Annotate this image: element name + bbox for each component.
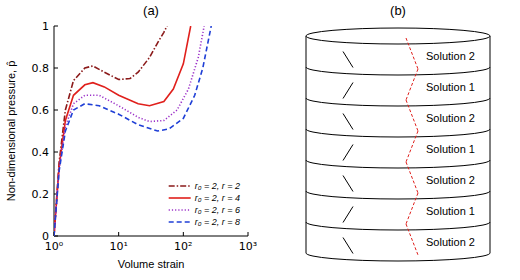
layer-label: Solution 2 bbox=[426, 112, 475, 124]
legend-label: r₀ = 2, r = 4 bbox=[195, 193, 240, 203]
layer-orientation bbox=[343, 238, 353, 254]
layer-boundary bbox=[306, 191, 490, 199]
layer-label: Solution 2 bbox=[426, 174, 475, 186]
y-tick bbox=[54, 26, 58, 27]
cylinder-top bbox=[306, 28, 490, 44]
legend-label: r₀ = 2, r = 2 bbox=[195, 181, 240, 191]
layer-boundary bbox=[306, 129, 490, 137]
y-axis bbox=[54, 26, 55, 236]
panel-title: (b) bbox=[390, 3, 406, 18]
layer-orientation bbox=[343, 207, 353, 223]
layer-label: Solution 2 bbox=[426, 236, 475, 248]
x-tick bbox=[118, 232, 119, 236]
y-tick bbox=[54, 152, 58, 153]
x-tick bbox=[183, 232, 184, 236]
y-tick-label: 0.6 bbox=[32, 104, 50, 117]
zigzag bbox=[406, 193, 418, 224]
layer-orientation bbox=[343, 145, 353, 161]
layer-boundary bbox=[306, 98, 490, 106]
y-tick-label: 0.8 bbox=[32, 62, 50, 75]
y-axis-title: Non-dimensional pressure, p̂ bbox=[5, 61, 17, 202]
x-tick-label: 10¹ bbox=[109, 240, 127, 253]
x-tick-label: 10² bbox=[174, 240, 192, 253]
zigzag bbox=[406, 131, 418, 162]
y-tick-label: 0 bbox=[42, 230, 49, 243]
layer-boundary bbox=[306, 160, 490, 168]
cylinder: Solution 2 Solution 1 Solution 2 Solution 1… bbox=[306, 28, 490, 261]
y-tick-label: 1 bbox=[42, 20, 49, 33]
cylinder-body bbox=[306, 36, 490, 261]
layer-orientation bbox=[343, 52, 353, 68]
layer-orientation bbox=[343, 176, 353, 192]
layer-orientation bbox=[343, 83, 353, 99]
zigzag bbox=[406, 38, 418, 69]
legend-label: r₀ = 2, r = 8 bbox=[195, 217, 240, 227]
layer-boundary bbox=[306, 222, 490, 230]
legend-swatch bbox=[169, 185, 191, 187]
x-axis-title: Volume strain bbox=[118, 258, 185, 270]
x-tick bbox=[248, 232, 249, 236]
layer-label: Solution 2 bbox=[426, 50, 475, 62]
legend-label: r₀ = 2, r = 6 bbox=[195, 205, 240, 215]
legend-box bbox=[165, 176, 244, 232]
layer-label: Solution 1 bbox=[426, 143, 475, 155]
legend-swatch bbox=[169, 221, 191, 223]
layer-boundary bbox=[306, 67, 490, 75]
legend-swatch bbox=[169, 197, 191, 199]
zigzag bbox=[406, 69, 418, 100]
figure: (a)10⁰10¹10²10³00.20.40.60.81Volume stra… bbox=[0, 0, 520, 280]
y-tick-label: 0.2 bbox=[32, 188, 50, 201]
series-line bbox=[54, 26, 167, 236]
y-tick bbox=[54, 110, 58, 111]
zigzag bbox=[406, 100, 418, 131]
x-axis bbox=[54, 236, 248, 237]
zigzag bbox=[406, 162, 418, 193]
layer-label: Solution 1 bbox=[426, 81, 475, 93]
legend-swatch bbox=[169, 209, 191, 211]
layer-orientation bbox=[343, 114, 353, 130]
legend: r₀ = 2, r = 2 r₀ = 2, r = 4 r₀ = 2, r = 6 r… bbox=[165, 176, 244, 232]
y-tick-label: 0.4 bbox=[32, 146, 50, 159]
y-tick bbox=[54, 68, 58, 69]
panel-title: (a) bbox=[143, 3, 159, 18]
zigzag bbox=[406, 224, 418, 255]
layer-label: Solution 1 bbox=[426, 205, 475, 217]
x-tick-label: 10³ bbox=[239, 240, 257, 253]
